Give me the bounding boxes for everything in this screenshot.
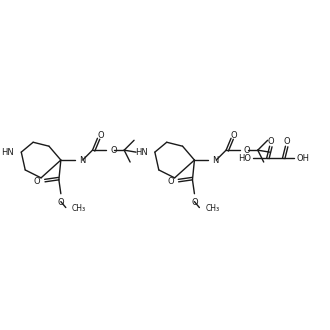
Text: CH₃: CH₃ (205, 204, 219, 213)
Text: O: O (167, 177, 174, 186)
Text: O: O (191, 198, 198, 207)
Text: O: O (244, 146, 250, 155)
Text: O: O (110, 146, 117, 155)
Text: N: N (212, 155, 218, 165)
Text: N: N (79, 155, 85, 165)
Text: O: O (33, 177, 40, 186)
Text: HO: HO (238, 153, 251, 163)
Text: O: O (57, 198, 64, 207)
Text: CH₃: CH₃ (72, 204, 86, 213)
Text: O: O (97, 131, 104, 140)
Text: HN: HN (135, 148, 148, 157)
Text: HN: HN (2, 148, 14, 157)
Text: O: O (231, 131, 237, 140)
Text: OH: OH (296, 153, 309, 163)
Text: O: O (267, 137, 274, 146)
Text: O: O (283, 137, 290, 146)
